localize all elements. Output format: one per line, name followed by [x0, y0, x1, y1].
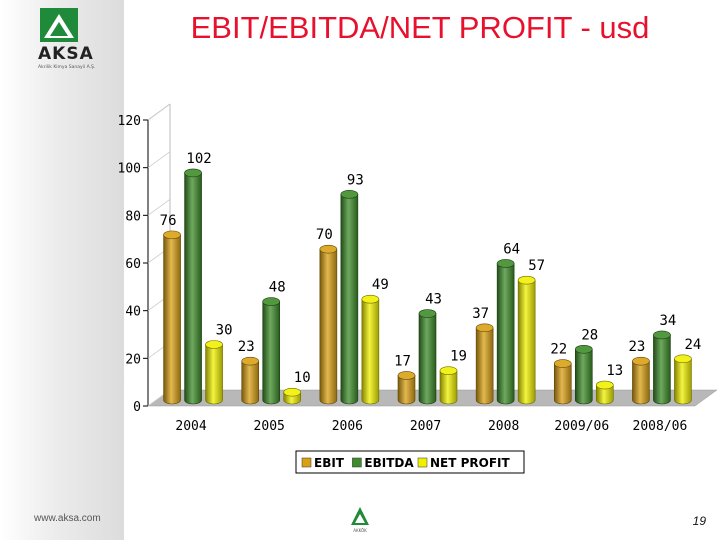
data-label: 93 — [347, 172, 364, 188]
x-tick-label: 2008/06 — [633, 419, 688, 434]
data-label: 34 — [659, 313, 676, 329]
bar-top — [262, 297, 281, 306]
bar-top — [517, 275, 536, 285]
bar-top — [475, 323, 494, 333]
bar-ebit — [553, 363, 572, 405]
bar-top — [496, 259, 515, 268]
bar-top — [574, 344, 593, 354]
bar-net-profit — [205, 344, 223, 405]
footer-url[interactable]: www.aksa.com — [34, 513, 101, 524]
legend-box — [295, 450, 525, 474]
bar-top — [553, 359, 572, 368]
legend-swatch — [352, 457, 362, 468]
data-label: 13 — [606, 363, 623, 379]
bar-net-profit — [595, 384, 614, 405]
bar-net-profit — [361, 298, 380, 405]
data-label: 57 — [528, 258, 545, 274]
bar-top — [418, 309, 437, 318]
legend-label: NET PROFIT — [430, 456, 511, 470]
data-label: 23 — [238, 339, 255, 355]
data-label: 70 — [316, 227, 333, 243]
bar-ebitda — [653, 334, 671, 405]
bar-top — [361, 294, 380, 304]
bar-top — [163, 230, 181, 240]
bar-net-profit — [439, 370, 458, 405]
bar-ebit — [319, 248, 338, 405]
x-tick-label: 2005 — [254, 419, 285, 434]
logo-wordmark: AKSA — [38, 44, 94, 64]
data-label: 102 — [186, 151, 211, 167]
bar-top — [674, 354, 692, 364]
x-tick-label: 2008 — [488, 419, 519, 434]
x-tick-label: 2006 — [332, 419, 363, 434]
data-label: 23 — [628, 339, 645, 355]
y-tick-label: 20 — [125, 352, 141, 367]
y-tick-diagonal — [147, 199, 171, 216]
legend-swatch — [417, 457, 428, 468]
data-label: 76 — [160, 213, 177, 229]
data-label: 22 — [550, 342, 567, 358]
x-tick-label: 2009/06 — [554, 419, 609, 434]
y-tick-label: 80 — [125, 209, 141, 224]
data-label: 28 — [581, 327, 598, 343]
bar-ebitda — [574, 348, 593, 405]
data-label: 19 — [450, 349, 467, 365]
legend-label: EBITDA — [364, 456, 414, 470]
y-tick-label: 0 — [133, 400, 141, 415]
bar-top — [595, 380, 614, 390]
data-label: 37 — [472, 306, 489, 322]
bar-ebitda — [262, 301, 281, 405]
data-label: 24 — [684, 337, 701, 353]
bar-top — [632, 356, 650, 366]
legend-swatch — [301, 457, 312, 468]
sidebar-band — [0, 0, 124, 540]
bar-top — [319, 244, 338, 254]
bar-ebit — [397, 375, 416, 405]
bar-top — [397, 371, 416, 380]
logo-subtitle: Akrilik Kimya Sanayii A.Ş. — [38, 65, 96, 70]
aksa-logo — [40, 8, 78, 42]
bar-ebit — [475, 327, 494, 405]
y-tick-diagonal — [147, 103, 171, 121]
data-label: 17 — [394, 353, 411, 369]
y-tick-diagonal — [147, 151, 171, 168]
bar-ebitda — [184, 172, 202, 405]
data-label: 49 — [372, 277, 389, 293]
akkok-logo-icon — [351, 507, 369, 525]
bar-top — [340, 190, 359, 199]
data-label: 48 — [269, 280, 286, 296]
data-label: 64 — [503, 241, 520, 257]
page-title: EBIT/EBITDA/NET PROFIT - usd — [190, 10, 650, 45]
bar-top — [241, 356, 260, 366]
y-tick-label: 40 — [125, 305, 141, 320]
bar-net-profit — [517, 279, 536, 405]
bar-net-profit — [674, 358, 692, 405]
bar-top — [439, 366, 458, 376]
x-tick-label: 2004 — [175, 419, 206, 434]
page-number: 19 — [692, 514, 706, 528]
bar-top — [205, 340, 223, 349]
y-tick-label: 60 — [125, 257, 141, 272]
y-tick-label: 100 — [118, 162, 141, 177]
logo-triangle-inner — [50, 22, 68, 36]
data-label: 43 — [425, 292, 442, 308]
data-label: 10 — [294, 370, 311, 386]
bar-top — [184, 168, 202, 178]
bar-ebitda — [340, 194, 359, 405]
bar-ebit — [241, 360, 260, 405]
bar-ebit — [632, 360, 650, 405]
bar-ebitda — [418, 313, 437, 405]
y-tick-label: 120 — [118, 114, 141, 129]
bar-ebitda — [496, 263, 515, 405]
bar-ebit — [163, 234, 181, 405]
x-tick-label: 2007 — [410, 419, 441, 434]
data-label: 30 — [216, 323, 233, 339]
bar-top — [283, 387, 302, 397]
akkok-logo-text: AKKÖK — [353, 528, 367, 533]
bar-top — [653, 330, 671, 340]
legend-label: EBIT — [314, 456, 345, 470]
